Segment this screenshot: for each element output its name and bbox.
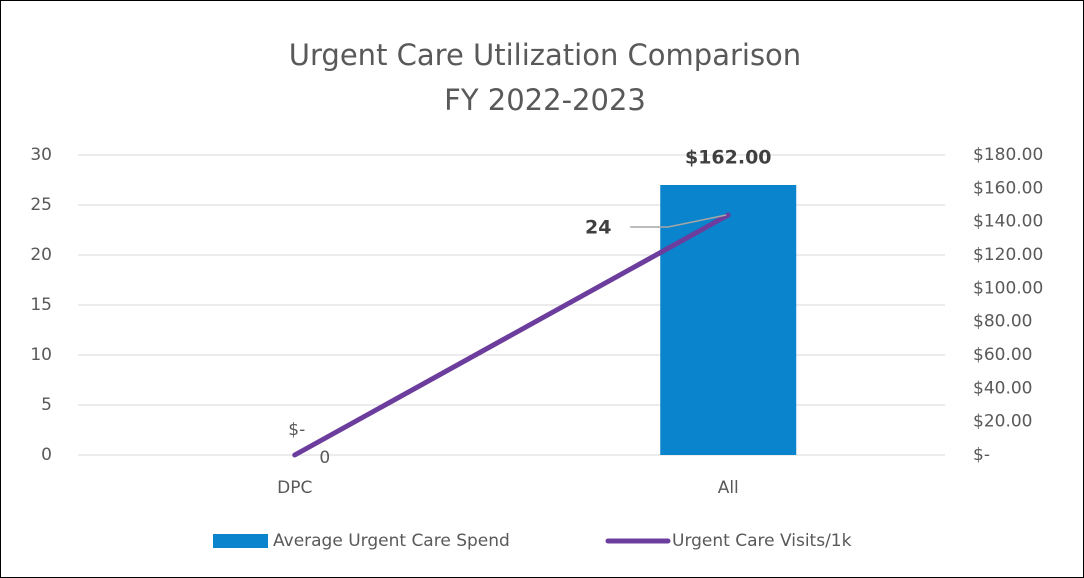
y2-tick-label: $60.00 [973, 345, 1032, 365]
line-series [292, 212, 731, 458]
x-tick-label: DPC [277, 478, 312, 498]
y2-tick-label: $- [973, 445, 990, 465]
y2-tick-label: $180.00 [973, 145, 1043, 165]
y-tick-label: 10 [30, 345, 52, 365]
legend-label: Average Urgent Care Spend [273, 531, 510, 551]
y-tick-label: 25 [30, 195, 52, 215]
line-data-label: 24 [585, 217, 611, 239]
line-data-label: 0 [319, 448, 330, 468]
y2-tick-label: $120.00 [973, 245, 1043, 265]
bar-data-label: $- [288, 420, 305, 440]
y2-tick-label: $100.00 [973, 278, 1043, 298]
y-tick-label: 30 [30, 145, 52, 165]
x-tick-label: All [718, 478, 739, 498]
legend-swatch [213, 534, 268, 548]
bar-data-label: $162.00 [685, 147, 772, 169]
y2-tick-label: $80.00 [973, 312, 1032, 332]
y-tick-label: 20 [30, 245, 52, 265]
y2-tick-label: $160.00 [973, 178, 1043, 198]
chart-subtitle: FY 2022-2023 [444, 83, 646, 117]
y-tick-label: 5 [41, 395, 52, 415]
legend-label: Urgent Care Visits/1k [672, 531, 852, 551]
bar [660, 185, 797, 455]
y-tick-label: 0 [41, 445, 52, 465]
chart-title: Urgent Care Utilization Comparison [289, 38, 801, 72]
y2-tick-label: $40.00 [973, 378, 1032, 398]
y2-tick-label: $140.00 [973, 212, 1043, 232]
y2-tick-label: $20.00 [973, 412, 1032, 432]
y-tick-label: 15 [30, 295, 52, 315]
leader-line [630, 214, 727, 228]
